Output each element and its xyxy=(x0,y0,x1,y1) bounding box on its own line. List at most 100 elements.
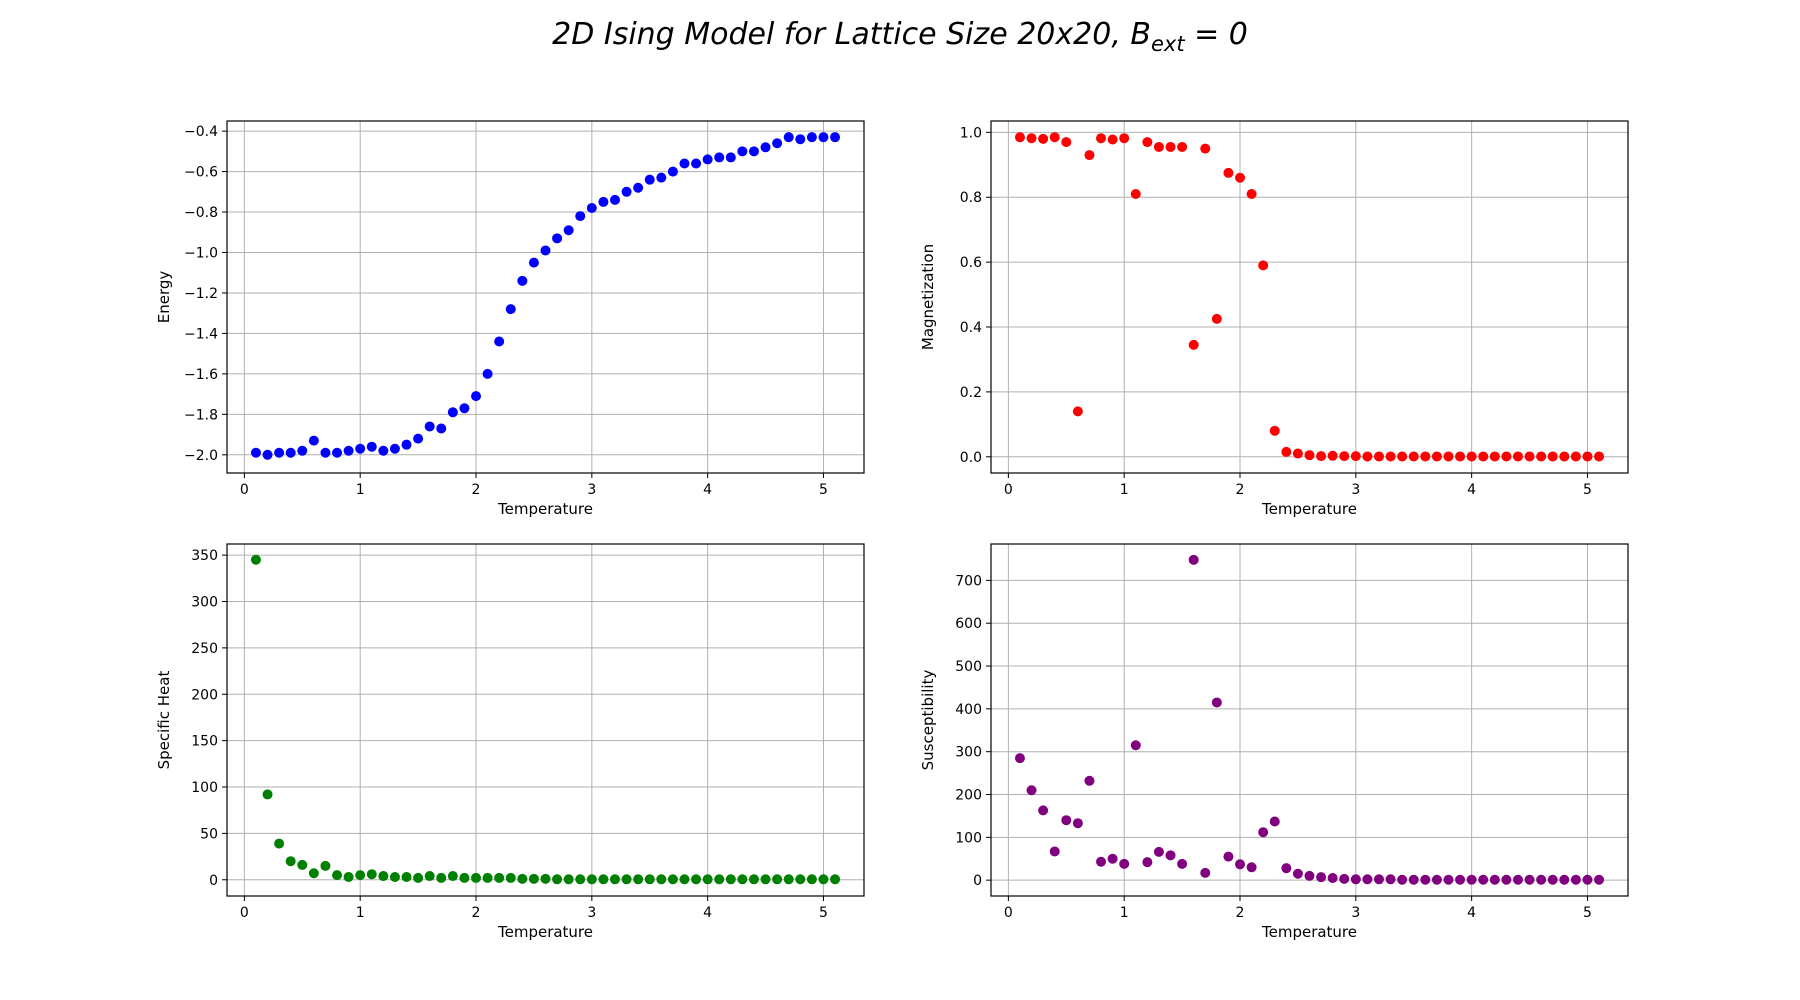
susceptibility-point xyxy=(1512,874,1523,885)
magnetization-point xyxy=(1142,137,1153,148)
magnetization-xtick-label: 3 xyxy=(1351,482,1360,498)
energy-xlabel: Temperature xyxy=(497,500,593,518)
specific-heat-point xyxy=(366,869,377,880)
susceptibility-point xyxy=(1547,874,1558,885)
susceptibility-point xyxy=(1466,874,1477,885)
energy-point xyxy=(748,146,759,157)
energy-point xyxy=(540,245,551,256)
specific-heat-point xyxy=(378,871,389,882)
energy-xtick-label: 3 xyxy=(587,482,596,498)
energy-point xyxy=(760,142,771,153)
energy-point xyxy=(262,449,273,460)
susceptibility-points xyxy=(1014,554,1605,885)
magnetization-ytick-label: 0.6 xyxy=(960,255,982,271)
specific-heat-point xyxy=(413,872,424,883)
specific-heat-ytick-label: 300 xyxy=(191,595,218,611)
magnetization-point xyxy=(1246,188,1257,199)
magnetization-point xyxy=(1038,133,1049,144)
magnetization-xtick-label: 0 xyxy=(1004,482,1013,498)
magnetization-grid xyxy=(991,121,1628,473)
susceptibility-ytick-label: 0 xyxy=(973,873,982,889)
magnetization-point xyxy=(1177,141,1188,152)
susceptibility-axes-frame xyxy=(990,543,1629,897)
magnetization-point xyxy=(1130,188,1141,199)
energy-point xyxy=(285,447,296,458)
magnetization-point xyxy=(1153,141,1164,152)
energy-point xyxy=(725,152,736,163)
energy-point xyxy=(308,435,319,446)
specific-heat-point xyxy=(424,871,435,882)
susceptibility-xtick-label: 2 xyxy=(1236,905,1245,921)
susceptibility-ytick-label: 300 xyxy=(955,745,982,761)
susceptibility-point xyxy=(1570,874,1581,885)
energy-point xyxy=(332,447,343,458)
energy-point xyxy=(471,391,482,402)
susceptibility-point xyxy=(1200,867,1211,878)
specific-heat-point xyxy=(644,874,655,885)
magnetization-xlabel: Temperature xyxy=(1261,500,1357,518)
susceptibility-point xyxy=(1316,872,1327,883)
susceptibility-point xyxy=(1455,874,1466,885)
susceptibility-xtick-label: 5 xyxy=(1583,905,1592,921)
specific-heat-point xyxy=(563,874,574,885)
energy-point xyxy=(459,403,470,414)
energy-subplot: 0 1 2 3 4 5 −2.0 −1.8 −1.6 −1.4 −1.2 −1.0 −0.8 −0.6 −0… xyxy=(155,120,865,518)
magnetization-ytick-label: 0.4 xyxy=(960,320,982,336)
susceptibility-point xyxy=(1582,874,1593,885)
magnetization-point xyxy=(1547,451,1558,462)
energy-point xyxy=(482,368,493,379)
magnetization-point xyxy=(1269,425,1280,436)
magnetization-point xyxy=(1512,451,1523,462)
susceptibility-ytick-label: 700 xyxy=(955,573,982,589)
energy-point xyxy=(343,445,354,456)
susceptibility-point xyxy=(1292,868,1303,879)
specific-heat-points xyxy=(250,554,841,885)
energy-point xyxy=(609,194,620,205)
energy-ytick-label: −0.6 xyxy=(184,165,218,181)
susceptibility-point xyxy=(1165,850,1176,861)
magnetization-point xyxy=(1096,133,1107,144)
energy-ytick-label: −1.6 xyxy=(184,367,218,383)
magnetization-point xyxy=(1385,451,1396,462)
figure-title-field-subscript: ext xyxy=(1151,32,1185,56)
susceptibility-point xyxy=(1061,815,1072,826)
energy-points xyxy=(250,132,841,460)
energy-point xyxy=(413,433,424,444)
specific-heat-point xyxy=(772,874,783,885)
susceptibility-point xyxy=(1107,853,1118,864)
susceptibility-point xyxy=(1235,859,1246,870)
specific-heat-point xyxy=(262,789,273,800)
specific-heat-xtick-label: 2 xyxy=(472,905,481,921)
specific-heat-point xyxy=(343,871,354,882)
susceptibility-point xyxy=(1327,873,1338,884)
energy-point xyxy=(528,257,539,268)
energy-ytick-label: −0.4 xyxy=(184,124,218,140)
energy-point xyxy=(667,166,678,177)
magnetization-point xyxy=(1455,451,1466,462)
specific-heat-point xyxy=(575,874,586,885)
magnetization-point xyxy=(1524,451,1535,462)
energy-ytick-label: −1.0 xyxy=(184,245,218,261)
specific-heat-point xyxy=(552,874,563,885)
susceptibility-point xyxy=(1397,874,1408,885)
magnetization-point xyxy=(1559,451,1570,462)
magnetization-point xyxy=(1211,313,1222,324)
specific-heat-xtick-label: 3 xyxy=(587,905,596,921)
figure-title-main: 2D Ising Model for Lattice Size 20x20, xyxy=(552,17,1130,52)
specific-heat-subplot: 0 1 2 3 4 5050100150200250300350TemperatureSp… xyxy=(155,543,865,941)
specific-heat-point xyxy=(818,874,829,885)
magnetization-point xyxy=(1200,143,1211,154)
susceptibility-xtick-label: 1 xyxy=(1120,905,1129,921)
energy-point xyxy=(250,447,261,458)
energy-point xyxy=(598,196,609,207)
magnetization-point xyxy=(1026,133,1037,144)
magnetization-xtick-label: 5 xyxy=(1583,482,1592,498)
susceptibility-point xyxy=(1373,874,1384,885)
specific-heat-point xyxy=(621,874,632,885)
specific-heat-point xyxy=(505,872,516,883)
figure-title: 2D Ising Model for Lattice Size 20x20, B… xyxy=(552,17,1248,56)
magnetization-point xyxy=(1350,451,1361,462)
energy-xtick-label: 5 xyxy=(819,482,828,498)
magnetization-xtick-label: 4 xyxy=(1467,482,1476,498)
